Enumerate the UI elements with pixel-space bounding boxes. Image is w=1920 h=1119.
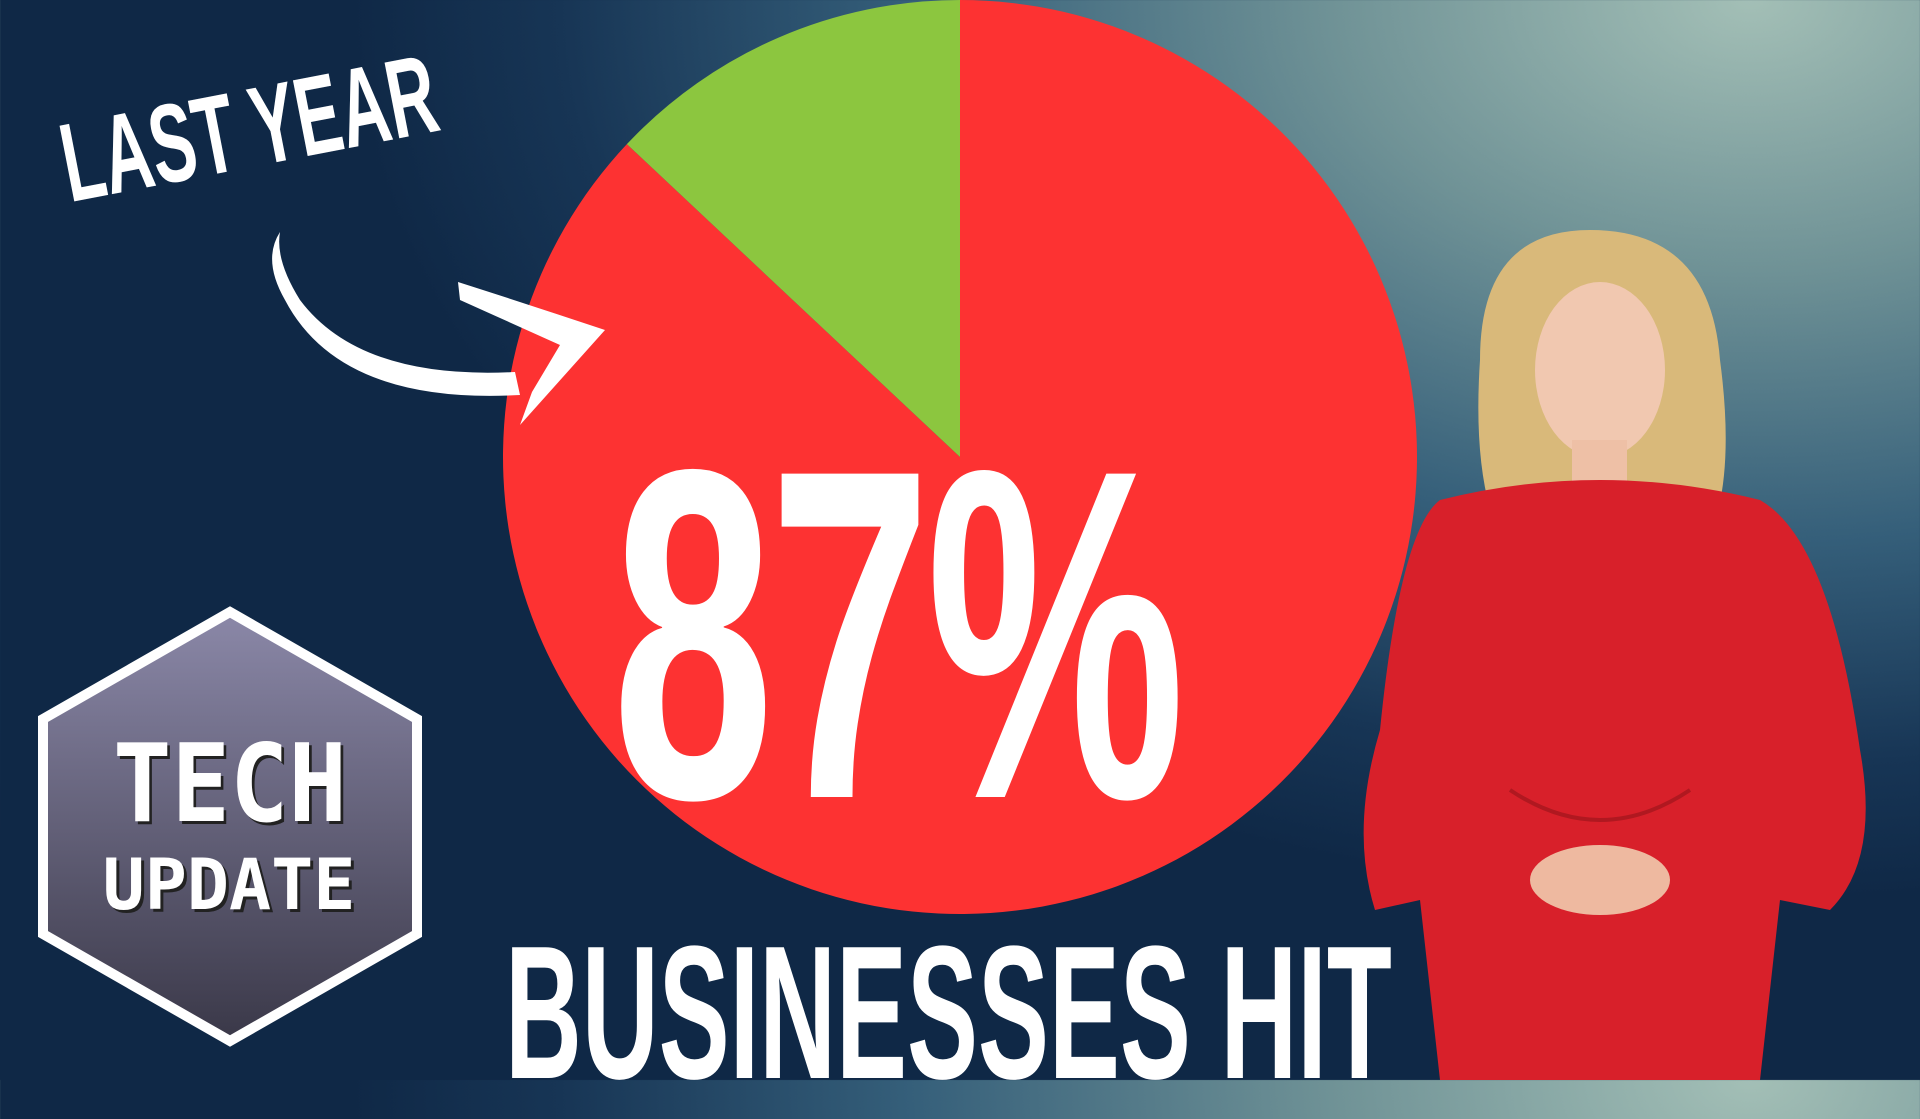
pie-slice-1	[503, 0, 1417, 915]
pie-slice-2	[626, 0, 960, 457]
badge-line2: UPDATE	[102, 844, 356, 926]
curved-arrow-icon	[272, 232, 605, 425]
percent-label: 87%	[612, 372, 1185, 897]
hexagon-icon	[38, 606, 422, 1047]
pie-chart	[272, 0, 1417, 915]
badge-line1: TECH	[112, 722, 348, 847]
caption-label: BUSINESSES HIT	[505, 907, 1392, 1119]
presenter-figure	[1363, 230, 1866, 1080]
tech-update-badge: TECH UPDATE	[35, 604, 425, 1054]
